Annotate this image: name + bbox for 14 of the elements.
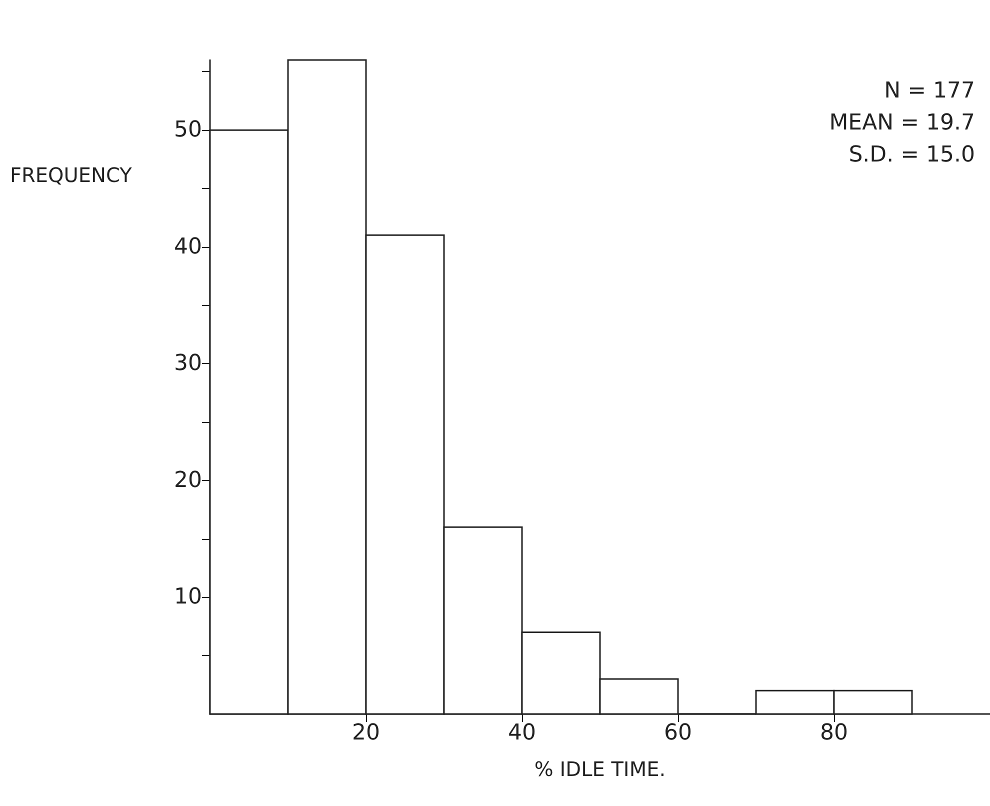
- annotation: S.D. = 15.0: [848, 142, 975, 168]
- x-tick-label: 60: [664, 720, 692, 746]
- y-tick-label: 40: [174, 234, 202, 260]
- y-tick-label: 50: [174, 118, 202, 143]
- x-tick-label: 80: [820, 720, 848, 746]
- x-axis-title: % IDLE TIME.: [534, 757, 666, 781]
- annotation: N = 177: [884, 78, 975, 104]
- x-tick-label: 40: [508, 720, 536, 746]
- annotation: MEAN = 19.7: [829, 110, 975, 136]
- y-axis-title: FREQUENCY: [10, 163, 133, 187]
- y-tick-label: 20: [174, 468, 202, 493]
- y-tick-label: 30: [174, 351, 202, 376]
- x-tick-label: 20: [352, 720, 380, 746]
- y-tick-label: 10: [174, 584, 202, 610]
